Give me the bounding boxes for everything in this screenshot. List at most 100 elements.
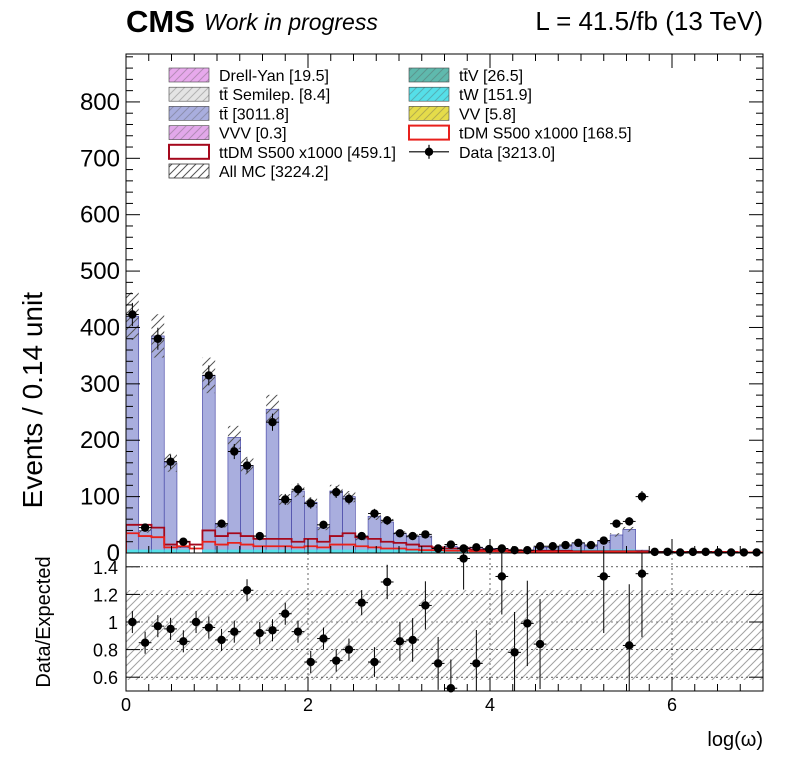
tw-bar	[126, 549, 139, 553]
tw-bar	[419, 549, 432, 553]
data-point	[421, 530, 430, 539]
ratio-y-tick-label: 1.2	[93, 585, 118, 605]
legend-entry: Drell-Yan [19.5]	[168, 67, 329, 85]
data-point	[497, 544, 507, 553]
y-tick-label: 700	[80, 145, 120, 172]
tw-bar	[253, 549, 267, 553]
ratio-point	[306, 657, 315, 667]
legend-entry: tt̄ [3011.8]	[168, 106, 289, 123]
main-data-points	[126, 302, 763, 557]
y-tick-label: 100	[80, 484, 120, 511]
data-point	[472, 543, 481, 552]
ratio-y-tick-label: 1	[108, 613, 118, 633]
tw-bar	[227, 549, 241, 553]
data-point	[650, 547, 659, 557]
legend-swatch	[408, 124, 450, 141]
ratio-point	[446, 684, 456, 693]
y-tick-label: 800	[80, 89, 120, 116]
legend-swatch-texture	[169, 68, 209, 82]
y-tick-label: 500	[80, 258, 120, 285]
data-point	[663, 547, 672, 557]
ratio-point	[599, 572, 608, 581]
data-point	[446, 540, 456, 549]
mc-uncertainty-hatch	[622, 526, 636, 532]
data-point	[701, 547, 710, 557]
x-tick-label: 4	[485, 695, 495, 715]
x-axis-label: log(ω)	[707, 729, 763, 751]
legend-entry: ttDM S500 x1000 [459.1]	[168, 143, 396, 162]
y-tick-label: 600	[80, 202, 120, 229]
mc-uncertainty-hatch	[266, 394, 279, 424]
legend-entry: tW [151.9]	[408, 86, 532, 104]
ratio-point	[204, 623, 214, 632]
ratio-y-tick-label: 0.6	[93, 668, 118, 688]
data-point	[625, 517, 634, 526]
mc-uncertainty-hatch	[227, 425, 241, 449]
legend-label: All MC [3224.2]	[219, 164, 328, 181]
legend-label: tt̄ Semilep. [8.4]	[219, 87, 330, 104]
ratio-point	[242, 586, 252, 595]
tw-bar	[266, 549, 279, 553]
ttbar-bar	[151, 335, 165, 553]
ratio-point	[140, 638, 150, 647]
ttbar-bar	[202, 375, 216, 553]
y-tick-label: 200	[80, 427, 120, 454]
ttbar-bar	[126, 315, 140, 553]
tdm-signal-line	[126, 532, 763, 553]
data-point	[574, 538, 583, 548]
data-point	[484, 544, 494, 554]
legend-label: Data [3213.0]	[459, 145, 555, 162]
ratio-point	[191, 617, 201, 627]
tw-bar	[240, 549, 254, 553]
ratio-point	[230, 627, 239, 636]
ratio-point	[523, 619, 532, 628]
data-point	[382, 516, 392, 525]
ratio-point	[472, 659, 481, 668]
y-tick-label: 400	[80, 314, 120, 341]
data-point	[714, 548, 723, 557]
ratio-point	[255, 628, 264, 638]
legend-label: ttDM S500 x1000 [459.1]	[219, 145, 396, 162]
legend-label: tt̄V [26.5]	[459, 68, 523, 85]
legend-label: tt̄ [3011.8]	[219, 106, 289, 123]
data-point	[561, 540, 570, 550]
data-point	[688, 547, 698, 557]
data-point	[332, 487, 341, 497]
legend-marker	[424, 147, 434, 156]
data-point	[535, 542, 545, 551]
ratio-points	[126, 553, 649, 693]
x-tick-label: 0	[121, 695, 131, 715]
tw-bar	[342, 549, 356, 553]
x-tick-label: 2	[303, 695, 313, 715]
data-point	[548, 542, 557, 551]
legend-label: Drell-Yan [19.5]	[219, 68, 329, 85]
tw-bar	[176, 549, 190, 553]
mc-uncertainty-hatch	[635, 549, 649, 551]
data-point	[242, 461, 252, 470]
tw-bar	[393, 549, 407, 553]
legend-entry: Data [3213.0]	[409, 144, 555, 162]
lumi-label: L = 41.5/fb (13 TeV)	[535, 6, 763, 36]
data-point	[523, 545, 532, 555]
main-y-label: Events / 0.14 unit	[17, 292, 48, 509]
ratio-point	[370, 657, 379, 667]
data-point	[268, 417, 277, 427]
legend-swatch-texture	[169, 106, 209, 121]
data-point	[179, 537, 188, 546]
data-point	[153, 334, 163, 343]
data-point	[357, 531, 366, 541]
ttbar-bar	[291, 490, 305, 553]
ratio-point	[535, 639, 545, 649]
ratio-point	[319, 634, 328, 643]
data-point	[128, 310, 137, 319]
tw-bar	[215, 549, 228, 553]
legend-swatch-texture	[169, 87, 209, 102]
ratio-point	[408, 635, 417, 645]
legend-swatch-texture	[409, 68, 449, 82]
legend-entry: VV [5.8]	[408, 106, 516, 123]
ttbar-bar	[316, 527, 331, 553]
data-point	[752, 548, 761, 557]
data-point	[637, 492, 647, 501]
data-point	[230, 447, 239, 456]
